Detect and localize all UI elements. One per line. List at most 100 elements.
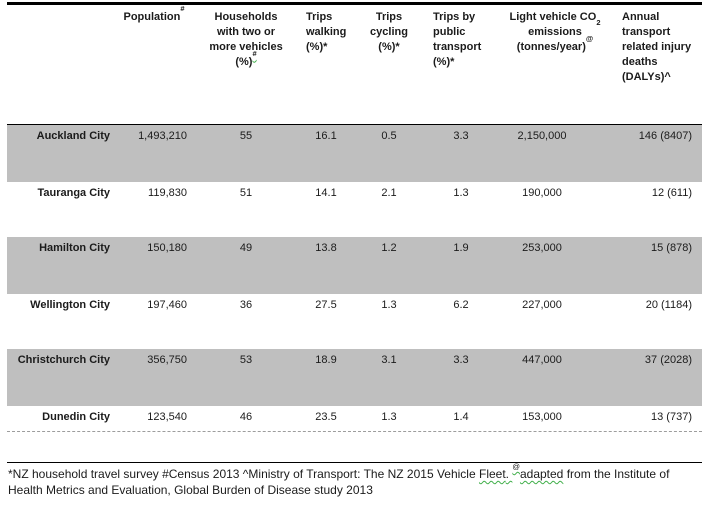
cell-trips-public-transport: 3.3 xyxy=(453,130,469,142)
cell-households: 51 xyxy=(239,187,253,199)
text-segment: emissions xyxy=(528,26,582,38)
table-row-christchurch-city: Christchurch City 356,750 53 18.9 3.1 3.3 447,… xyxy=(7,349,702,406)
cell-trips-walking: 16.1 xyxy=(315,130,337,142)
cell-trips-cycling: 3.1 xyxy=(381,354,397,366)
text-segment: (tonnes/year) xyxy=(516,41,586,53)
footnote-text: *NZ household travel survey #Census 2013… xyxy=(8,463,702,498)
cell-trips-cycling: 2.1 xyxy=(381,187,397,199)
cell-injury-deaths: 37 (2028) xyxy=(644,354,692,366)
text-segment: more vehicles xyxy=(209,41,283,53)
header-injury-deaths: Annual transport related injury deaths (DALY… xyxy=(613,10,702,124)
cell-households: 53 xyxy=(239,354,253,366)
cell-trips-public-transport: 1.3 xyxy=(453,187,469,199)
text-segment: Annual xyxy=(622,11,660,23)
text-segment: Trips by xyxy=(433,11,476,23)
superscript-marker: # xyxy=(252,49,257,59)
footer-gap xyxy=(7,432,702,462)
cell-injury-deaths: 13 (737) xyxy=(651,411,692,423)
cell-population: 123,540 xyxy=(147,411,187,423)
header-city xyxy=(7,10,115,124)
cell-trips-public-transport: 3.3 xyxy=(453,354,469,366)
text-segment: . xyxy=(505,467,513,481)
table-row-hamilton-city: Hamilton City 150,180 49 13.8 1.2 1.9 253,000 1… xyxy=(7,237,702,294)
cell-trips-cycling: 1.3 xyxy=(381,411,397,423)
table-body: Auckland City 1,493,210 55 16.1 0.5 3.3 2,150,… xyxy=(7,125,702,432)
text-segment: Trips xyxy=(375,11,403,23)
cities-transport-table: Population# Households with two or more ve… xyxy=(7,2,702,432)
cell-city: Christchurch City xyxy=(17,354,110,366)
text-segment: deaths xyxy=(622,56,658,68)
cell-trips-walking: 23.5 xyxy=(315,411,337,423)
subscript-marker: 2 xyxy=(596,18,601,28)
superscript-marker: @ xyxy=(585,34,594,44)
text-segment: (DALYs)^ xyxy=(622,71,671,83)
cell-population: 197,460 xyxy=(147,299,187,311)
text-segment: Light vehicle CO xyxy=(509,11,597,23)
text-segment: public xyxy=(433,26,466,38)
cell-injury-deaths: 20 (1184) xyxy=(645,299,692,311)
text-segment: related injury xyxy=(622,41,692,53)
text-segment: from the Institute of xyxy=(563,467,670,481)
text-segment: with two or xyxy=(216,26,276,38)
text-segment: (%)* xyxy=(306,41,328,53)
text-segment: Trips xyxy=(306,11,333,23)
cell-trips-public-transport: 1.4 xyxy=(453,411,469,423)
cell-households: 36 xyxy=(239,299,253,311)
cell-co2-emissions: 190,000 xyxy=(522,187,562,199)
table-row-auckland-city: Auckland City 1,493,210 55 16.1 0.5 3.3 2,150,… xyxy=(7,125,702,182)
cell-households: 46 xyxy=(239,411,253,423)
cell-co2-emissions: 153,000 xyxy=(522,411,562,423)
text-segment: transport xyxy=(622,26,671,38)
text-segment: cycling xyxy=(370,26,408,38)
text-segment: (%) xyxy=(235,56,253,68)
cell-trips-cycling: 0.5 xyxy=(381,130,397,142)
cell-trips-walking: 27.5 xyxy=(315,299,337,311)
cell-population: 1,493,210 xyxy=(138,130,187,142)
cell-trips-walking: 14.1 xyxy=(315,187,337,199)
cell-city: Wellington City xyxy=(30,299,110,311)
table-header-row: Population# Households with two or more ve… xyxy=(7,5,702,125)
cell-city: Tauranga City xyxy=(37,187,110,199)
cell-trips-public-transport: 1.9 xyxy=(453,242,469,254)
cell-co2-emissions: 447,000 xyxy=(522,354,562,366)
text-segment: Population xyxy=(123,11,181,23)
superscript-marker: # xyxy=(180,4,185,14)
text-segment: Health Metrics and Evaluation, Global Bu… xyxy=(8,483,373,497)
cell-population: 119,830 xyxy=(148,187,187,199)
header-co2-emissions: Light vehicle CO2 emissions (tonnes/year)@ xyxy=(497,10,613,124)
cell-trips-public-transport: 6.2 xyxy=(453,299,469,311)
cell-injury-deaths: 12 (611) xyxy=(651,187,692,199)
cell-city: Auckland City xyxy=(36,130,110,142)
cell-trips-walking: 18.9 xyxy=(315,354,337,366)
header-population: Population# xyxy=(115,5,193,124)
text-segment: *NZ household travel survey #Census 2013… xyxy=(8,467,479,481)
cell-trips-walking: 13.8 xyxy=(315,242,337,254)
text-segment: transport xyxy=(433,41,482,53)
cell-households: 49 xyxy=(239,242,253,254)
cell-population: 150,180 xyxy=(147,242,187,254)
text-segment: adapted xyxy=(519,467,564,481)
footnote-divider xyxy=(7,462,702,463)
cell-households: 55 xyxy=(239,130,253,142)
text-segment: (%)* xyxy=(378,41,400,53)
cell-co2-emissions: 2,150,000 xyxy=(517,130,567,142)
table-row-tauranga-city: Tauranga City 119,830 51 14.1 2.1 1.3 190,000 1… xyxy=(7,182,702,237)
cell-trips-cycling: 1.3 xyxy=(381,299,397,311)
cell-injury-deaths: 15 (878) xyxy=(651,242,692,254)
cell-population: 356,750 xyxy=(147,354,187,366)
header-trips-walking: Trips walking (%)* xyxy=(299,10,353,124)
cell-injury-deaths: 146 (8407) xyxy=(638,130,692,142)
cell-city: Hamilton City xyxy=(39,242,110,254)
header-households: Households with two or more vehicles (%)# xyxy=(193,10,299,124)
header-trips-cycling: Trips cycling (%)* xyxy=(353,10,425,124)
table-row-wellington-city: Wellington City 197,460 36 27.5 1.3 6.2 227,00… xyxy=(7,294,702,349)
cell-co2-emissions: 253,000 xyxy=(522,242,562,254)
superscript-marker: @ xyxy=(512,462,520,471)
cell-trips-cycling: 1.2 xyxy=(381,242,397,254)
header-trips-public-transport: Trips by public transport (%)* xyxy=(425,10,497,124)
table-row-dunedin-city: Dunedin City 123,540 46 23.5 1.3 1.4 153,000 13… xyxy=(7,406,702,431)
text-segment: walking xyxy=(306,26,347,38)
text-segment: Fleet xyxy=(478,467,506,481)
text-segment: Households xyxy=(214,11,278,23)
